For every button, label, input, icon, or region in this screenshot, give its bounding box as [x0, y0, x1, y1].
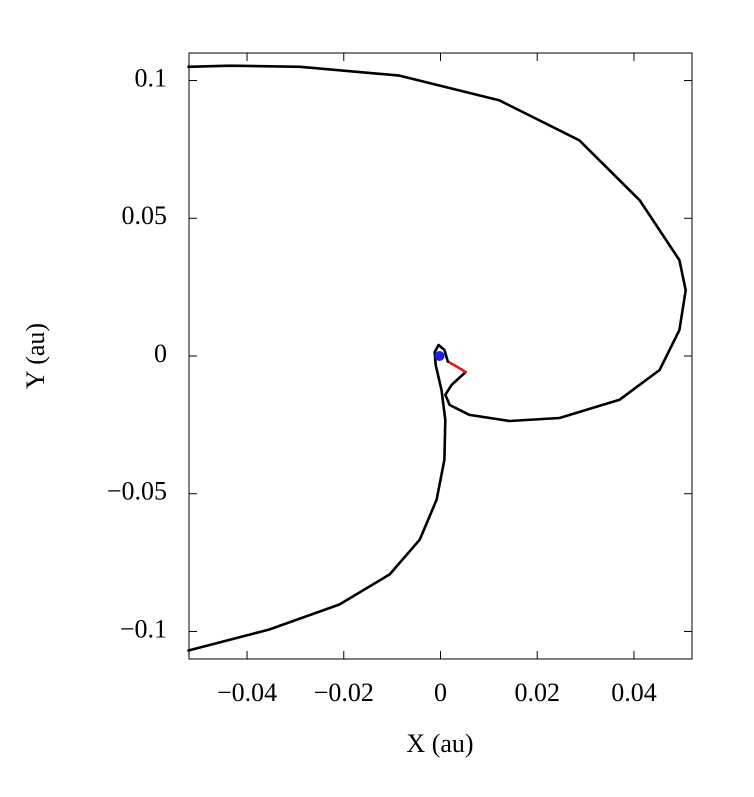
y-tick-label: −0.1	[120, 614, 167, 643]
x-tick-label: 0.04	[611, 678, 657, 707]
x-tick-label: 0	[434, 678, 447, 707]
y-tick-label: 0.05	[122, 201, 168, 230]
y-tick-label: −0.05	[107, 477, 167, 506]
trajectory-line	[187, 343, 450, 652]
trajectory-line	[187, 64, 687, 423]
x-axis-label: X (au)	[406, 729, 473, 758]
y-tick-label: 0	[154, 339, 167, 368]
x-tick-label: −0.04	[217, 678, 277, 707]
y-axis-label: Y (au)	[21, 323, 50, 389]
point-marker	[434, 351, 445, 361]
x-tick-label: 0.02	[514, 678, 560, 707]
y-tick-label: 0.1	[135, 64, 168, 93]
trajectory-line	[446, 360, 467, 374]
x-tick-label: −0.02	[314, 678, 374, 707]
